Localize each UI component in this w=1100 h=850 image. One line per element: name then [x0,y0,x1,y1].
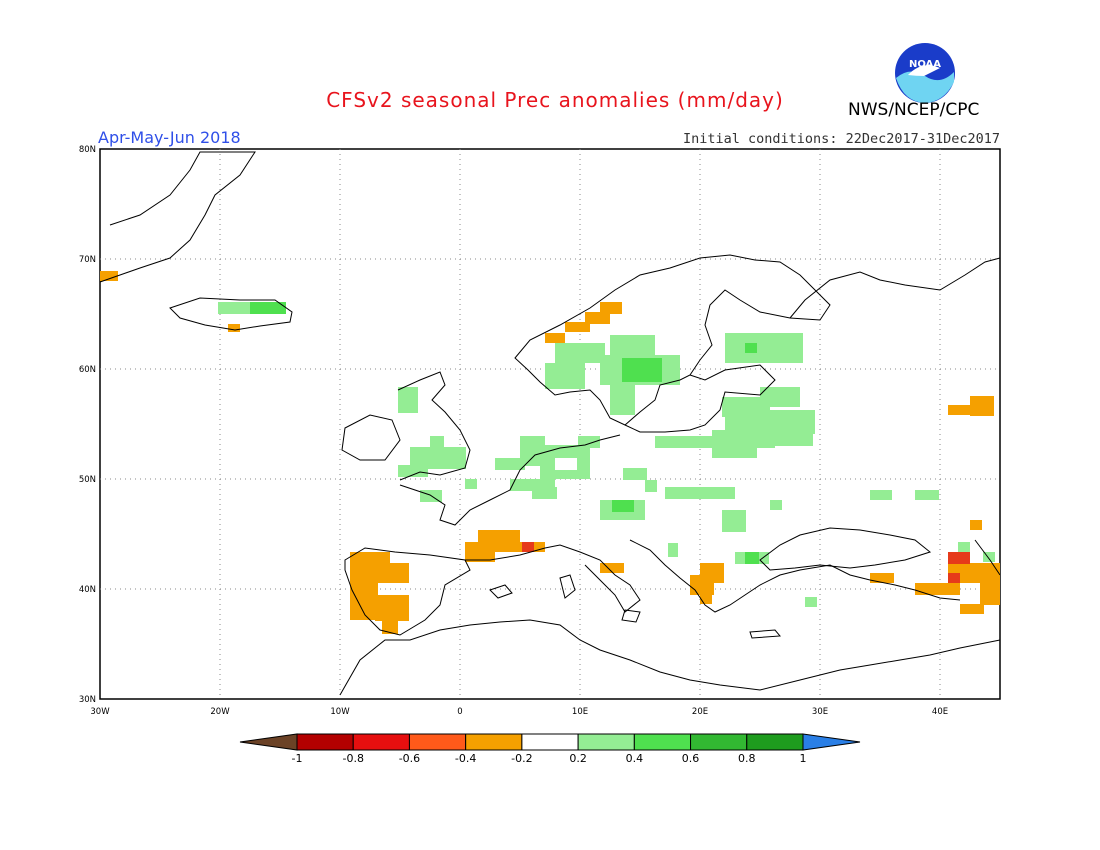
coastlines [99,151,1001,696]
colorbar-swatch [408,733,467,751]
colorbar-label: 0.6 [682,752,700,765]
map-frame [99,148,1001,700]
noaa-logo-text: NOAA [909,59,941,70]
lat-label-80n: 80N [79,145,96,155]
colorbar-swatch [577,733,635,751]
lat-label-60n: 60N [79,365,96,375]
colorbar-label: -0.2 [511,752,532,765]
lon-label-10e: 10E [572,707,588,717]
lat-label-40n: 40N [79,585,96,595]
colorbar-label: -0.6 [399,752,420,765]
initial-conditions: Initial conditions: 22Dec2017-31Dec2017 [683,131,1000,147]
colorbar-swatch [746,733,804,751]
colorbar-swatch [465,733,523,751]
colorbar-label: 0.8 [738,752,756,765]
latitude-labels: 80N 70N 60N 50N 40N 30N [79,145,96,705]
colorbar-arrow-high [802,733,861,751]
lon-label-40e: 40E [932,707,948,717]
colorbar-swatch [352,733,410,751]
colorbar-labels: -1 -0.8 -0.6 -0.4 -0.2 0.2 0.4 0.6 0.8 1 [292,752,807,765]
lat-label-30n: 30N [79,695,96,705]
map-grid [100,149,1000,699]
colorbar-swatch [690,733,748,751]
agency-label: NWS/NCEP/CPC [848,100,980,120]
lon-label-30w: 30W [90,707,110,717]
colorbar-swatch [296,733,354,751]
colorbar-label: 0.2 [569,752,587,765]
map-title: CFSv2 seasonal Prec anomalies (mm/day) [326,88,784,112]
colorbar-arrow-low [239,733,298,751]
lon-label-20w: 20W [210,707,230,717]
lon-label-10w: 10W [330,707,350,717]
colorbar-label: -1 [292,752,303,765]
forecast-period: Apr-May-Jun 2018 [98,128,241,147]
lat-label-50n: 50N [79,475,96,485]
lon-label-30e: 30E [812,707,828,717]
colorbar-label: -0.4 [455,752,476,765]
lon-label-20e: 20E [692,707,708,717]
lon-label-0: 0 [457,707,462,717]
lat-label-70n: 70N [79,255,96,265]
colorbar [239,733,861,751]
colorbar-swatch [633,733,692,751]
colorbar-label: 1 [800,752,807,765]
anomaly-cells [100,271,1000,634]
colorbar-label: -0.8 [342,752,363,765]
longitude-labels: 30W 20W 10W 0 10E 20E 30E 40E [90,707,948,717]
colorbar-swatch [521,733,579,751]
colorbar-label: 0.4 [626,752,644,765]
noaa-logo-icon: NOAA [895,43,955,103]
